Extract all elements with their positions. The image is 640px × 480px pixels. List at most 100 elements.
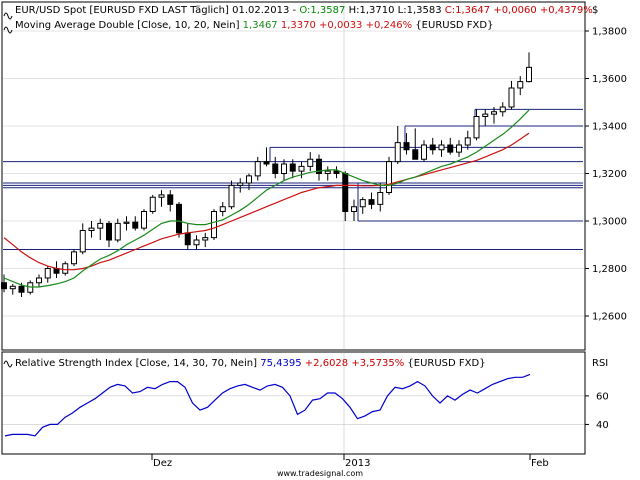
candle-body: [202, 237, 209, 241]
price-tick-label: 1,3400: [592, 122, 627, 133]
candle-body: [281, 163, 287, 174]
price-axis: 1,3800 1,3600 1,3400 1,3200 1,3000 1,2800 1,26…: [585, 27, 627, 323]
candle-body: [403, 142, 410, 151]
price-tick-label: 1,3200: [592, 169, 627, 180]
candle-body: [237, 182, 244, 186]
candle-body: [359, 199, 366, 208]
legend-name: EUR/USD Spot [EURUSD FXD LAST Täglich] 0…: [15, 5, 289, 16]
candle-body: [386, 161, 392, 193]
candle-body: [18, 285, 25, 293]
x-tick-label: Dez: [153, 458, 172, 469]
rsi-change: +2,6028: [305, 358, 348, 369]
rsi-axis: 60 40: [585, 391, 609, 431]
candlestick-series: [1, 52, 532, 297]
ma-legend-name: Moving Average Double [Close, 10, 20, Ne…: [15, 20, 240, 31]
x-axis: Dez 2013 Feb: [151, 454, 549, 469]
ma-change: +0,0033: [319, 20, 362, 31]
rsi-tag: RSI: [592, 358, 608, 369]
rsi-line: [4, 373, 531, 437]
currency-label: $: [592, 5, 598, 16]
candle-body: [36, 277, 42, 284]
candle-body: [456, 144, 462, 153]
candle-body: [193, 239, 200, 246]
rsi-value: 75,4395: [260, 358, 301, 369]
candle-body: [132, 221, 139, 229]
candle-body: [377, 192, 384, 205]
ma-slow-line: [3, 132, 530, 271]
ma-percent: +0,246%: [366, 20, 413, 31]
rsi-tick-label: 40: [596, 420, 609, 431]
ma-source: {EURUSD FXD}: [415, 20, 493, 31]
candle-body: [517, 81, 524, 89]
ma-fast-line: [3, 109, 530, 288]
candle-body: [499, 106, 506, 113]
candle-body: [71, 251, 77, 265]
candle-body: [184, 232, 191, 246]
candle-body: [342, 173, 349, 212]
candle-body: [333, 170, 340, 174]
rsi-legend-name: Relative Strength Index [Close, 14, 30, …: [15, 358, 257, 369]
ma-legend: Moving Average Double [Close, 10, 20, Ne…: [15, 20, 493, 31]
watermark: www.tradesignal.com: [277, 469, 363, 478]
candle-body: [438, 144, 445, 151]
candle-body: [88, 227, 95, 231]
rsi-grid: [3, 353, 584, 453]
candle-body: [298, 165, 305, 172]
price-tick-label: 1,3800: [592, 27, 627, 38]
ma-fast-value: 1,3467: [243, 20, 278, 31]
x-tick-label: 2013: [345, 458, 370, 469]
candle-body: [464, 137, 471, 146]
candle-body: [429, 144, 436, 151]
candle-body: [254, 161, 261, 177]
price-pane: [1, 1, 586, 351]
candle-body: [167, 194, 174, 205]
candle-body: [9, 285, 16, 290]
candle-body: [307, 158, 314, 167]
candle-body: [123, 221, 130, 224]
candle-body: [508, 87, 515, 108]
rsi-legend: Relative Strength Index [Close, 14, 30, …: [15, 358, 486, 369]
candle-body: [324, 170, 331, 174]
candle-body: [1, 282, 7, 290]
candle-body: [316, 158, 322, 174]
candle-body: [412, 149, 419, 160]
price-legend: EUR/USD Spot [EURUSD FXD LAST Täglich] 0…: [15, 5, 593, 16]
candle-body: [368, 199, 375, 205]
candle-body: [263, 161, 270, 165]
candle-body: [219, 206, 226, 212]
candle-body: [289, 163, 296, 172]
legend-high: H:1,3710: [349, 5, 395, 16]
price-tick-label: 1,3600: [592, 74, 627, 85]
candle-body: [158, 194, 165, 198]
price-tick-label: 1,2800: [592, 264, 627, 275]
candle-body: [106, 222, 112, 241]
rsi-percent: +3,5735%: [351, 358, 404, 369]
legend-low: L:1,3583: [398, 5, 442, 16]
candle-body: [97, 222, 104, 229]
legend-change: +0,0060: [493, 5, 536, 16]
sine-wave-icon: [3, 26, 13, 34]
price-tick-label: 1,3000: [592, 217, 627, 228]
candle-body: [351, 206, 357, 212]
candle-body: [394, 142, 401, 163]
candle-body: [482, 113, 489, 117]
candle-body: [211, 211, 217, 239]
x-tick-label: Feb: [531, 458, 549, 469]
sine-wave-icon: [3, 360, 13, 368]
candle-body: [246, 175, 252, 184]
rsi-tick-label: 60: [596, 391, 609, 402]
legend-open: O:1,3587: [299, 5, 345, 16]
candle-body: [421, 144, 427, 160]
legend-close: C:1,3647: [445, 5, 490, 16]
sine-wave-icon: [3, 12, 13, 20]
candle-body: [272, 163, 279, 174]
candle-body: [473, 116, 480, 139]
candle-body: [44, 268, 51, 279]
candle-body: [79, 230, 86, 253]
candle-body: [526, 66, 532, 83]
candle-body: [62, 263, 69, 274]
price-tick-label: 1,2600: [592, 312, 627, 323]
candle-body: [447, 144, 454, 153]
candle-body: [228, 184, 235, 208]
